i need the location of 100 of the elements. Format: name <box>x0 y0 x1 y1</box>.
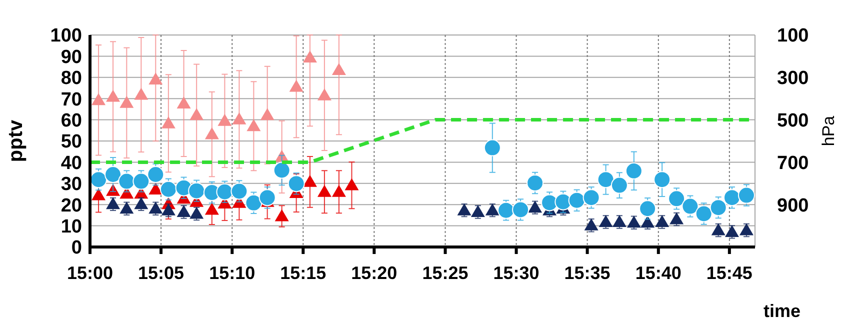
point <box>106 197 120 210</box>
point <box>302 50 317 62</box>
point <box>245 194 262 212</box>
point <box>90 171 108 188</box>
y-tick-label: 10 <box>60 216 82 238</box>
x-tick-label: 15:05 <box>138 263 184 283</box>
x-tick-label: 15:30 <box>493 263 540 283</box>
point <box>216 183 234 200</box>
point <box>612 214 626 227</box>
point <box>134 88 148 100</box>
point <box>584 218 598 230</box>
x-tick-label: 15:45 <box>706 263 752 283</box>
point <box>498 202 515 219</box>
point <box>344 178 359 190</box>
point <box>148 72 163 85</box>
point <box>457 203 472 216</box>
point <box>739 223 754 236</box>
point <box>655 214 670 227</box>
point <box>188 182 206 200</box>
point <box>118 172 136 190</box>
point <box>204 127 219 140</box>
point <box>639 200 656 218</box>
point <box>682 198 699 215</box>
point <box>723 189 740 206</box>
point <box>104 166 122 183</box>
y-axis-title: pptv <box>5 119 27 162</box>
point <box>695 205 712 222</box>
point <box>120 202 134 214</box>
point <box>147 166 164 183</box>
y2-tick-label: 900 <box>777 195 809 216</box>
point <box>738 186 755 204</box>
y-tick-label: 70 <box>60 89 82 110</box>
point <box>176 96 191 108</box>
point <box>160 180 177 198</box>
point <box>232 112 246 124</box>
point <box>484 139 501 156</box>
point <box>654 171 671 188</box>
point <box>134 197 148 210</box>
x-tick-label: 15:40 <box>635 263 682 283</box>
point <box>190 206 204 219</box>
point <box>317 88 332 100</box>
point <box>92 188 106 200</box>
point <box>288 175 305 192</box>
y-tick-label: 40 <box>60 152 82 174</box>
point <box>332 62 346 75</box>
point <box>289 80 304 92</box>
x-tick-label: 15:35 <box>564 263 610 283</box>
point <box>625 162 642 180</box>
y-tick-label: 100 <box>50 26 82 47</box>
y-tick-label: 60 <box>60 110 82 132</box>
point <box>610 176 628 194</box>
x-tick-label: 15:20 <box>351 263 398 283</box>
y2-tick-label: 700 <box>777 152 809 174</box>
point <box>710 199 727 216</box>
y2-tick-label: 300 <box>777 68 809 90</box>
point <box>528 200 542 213</box>
x-tick-label: 15:00 <box>66 263 114 283</box>
point <box>148 182 163 195</box>
point <box>470 205 485 218</box>
point <box>148 202 163 214</box>
y-tick-label: 50 <box>60 132 82 153</box>
point <box>668 190 686 208</box>
y2-axis-title: hPa <box>819 115 838 146</box>
point <box>273 162 290 179</box>
y-tick-label: 0 <box>71 238 82 259</box>
y2-tick-label: 100 <box>777 26 809 47</box>
point <box>512 201 530 218</box>
point <box>92 93 106 106</box>
point <box>724 224 739 237</box>
point <box>597 171 614 188</box>
point <box>258 189 276 206</box>
point <box>554 193 572 210</box>
y-tick-label: 30 <box>60 174 82 196</box>
point <box>246 119 261 132</box>
point <box>485 203 500 216</box>
y2-tick-label: 500 <box>777 110 809 132</box>
x-axis-title: time <box>763 301 801 321</box>
point <box>317 184 332 197</box>
point <box>274 209 289 222</box>
point <box>230 182 248 200</box>
x-tick-label: 15:25 <box>422 263 468 283</box>
point <box>598 214 613 227</box>
point <box>670 212 684 224</box>
point <box>106 90 120 102</box>
point <box>176 205 191 218</box>
point <box>218 114 232 126</box>
point <box>161 116 176 128</box>
point <box>161 203 176 216</box>
point <box>568 192 586 209</box>
point <box>640 216 655 228</box>
point <box>626 216 641 228</box>
point <box>582 189 600 206</box>
y-tick-label: 20 <box>60 195 82 216</box>
y-tick-label: 80 <box>60 68 82 90</box>
y-tick-label: 90 <box>60 46 82 68</box>
x-tick-label: 15:10 <box>209 263 256 283</box>
point <box>302 174 317 187</box>
point <box>120 96 134 108</box>
point <box>711 223 726 236</box>
point <box>204 202 219 215</box>
